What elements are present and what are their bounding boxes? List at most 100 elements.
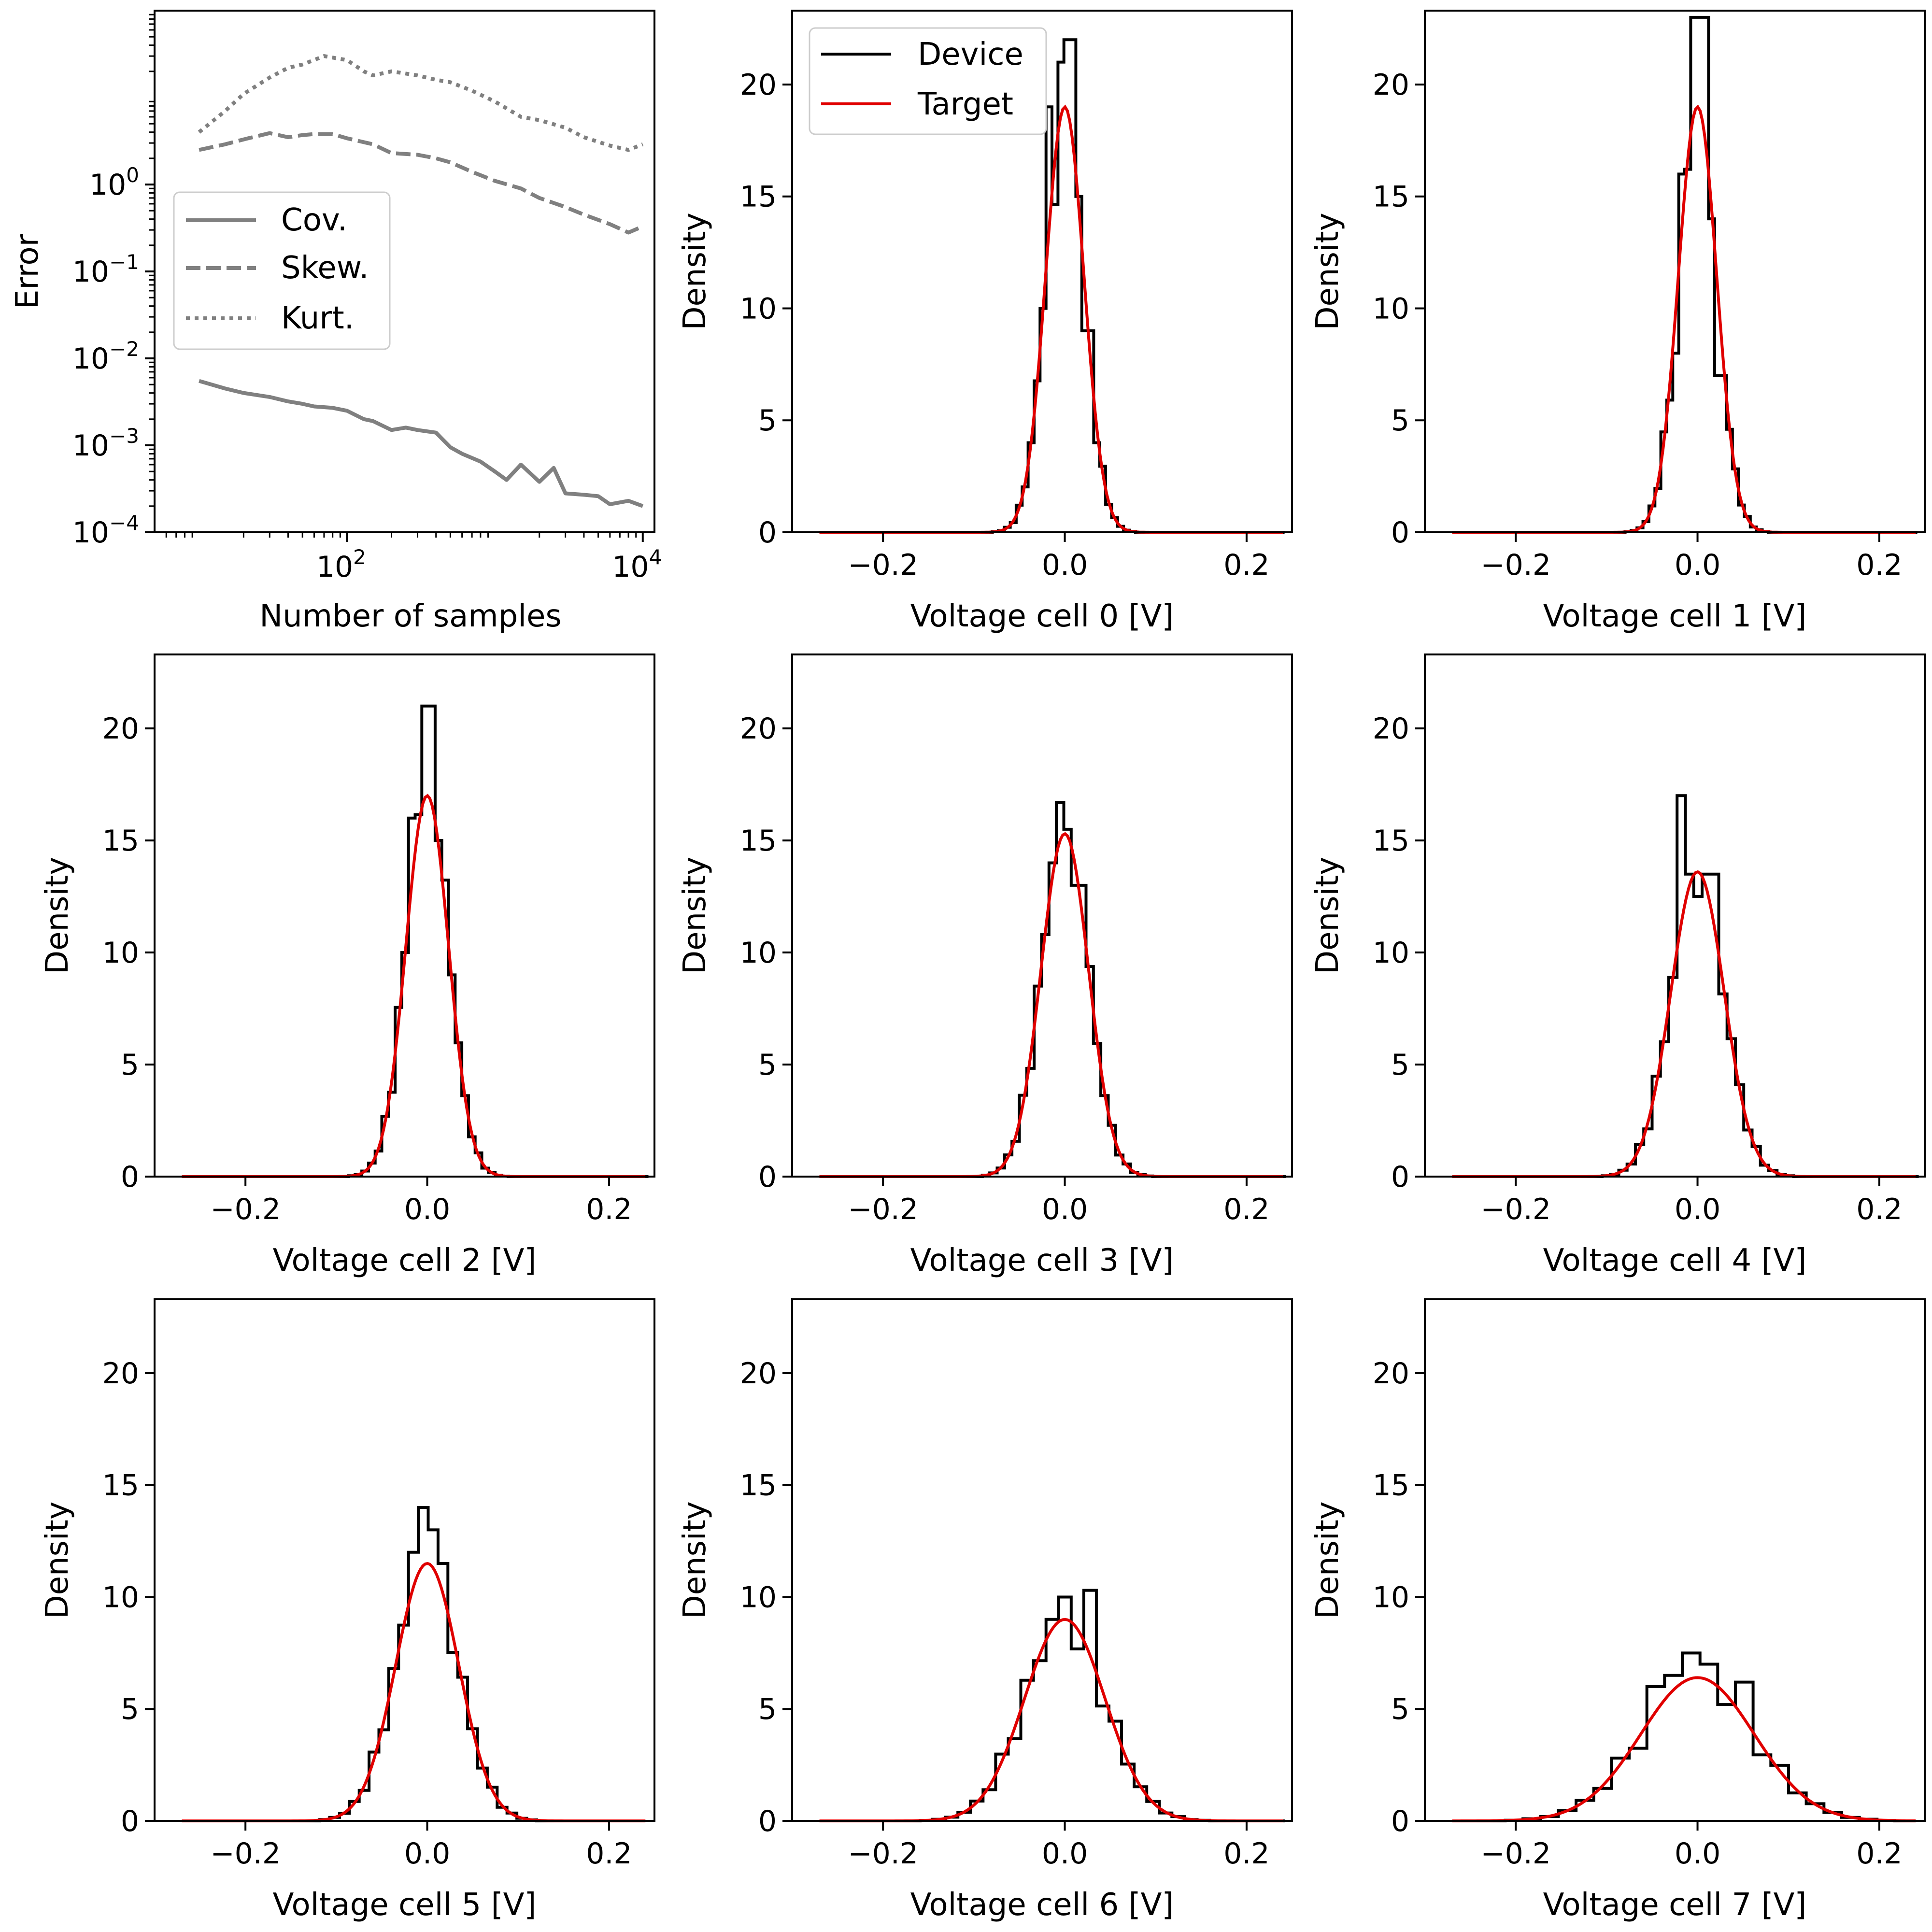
- error-xlabel: Number of samples: [259, 598, 562, 634]
- histogram-axes-frame: [154, 653, 655, 1178]
- ytick-label: 10: [1373, 292, 1409, 326]
- error-ticks: 10−4 10−3 10−2 10−1 100 102 104: [72, 14, 662, 584]
- xtick-label: −0.2: [1480, 1837, 1551, 1871]
- error-xtick-label: 104: [612, 545, 662, 584]
- error-ytick-label: 100: [89, 163, 139, 202]
- ytick-label: 0: [758, 516, 777, 550]
- ytick-label: 20: [1373, 68, 1409, 102]
- histogram-axes-frame: [791, 1298, 1293, 1822]
- error-ytick-label: 10−4: [72, 511, 139, 550]
- histogram-ylabel: Density: [677, 857, 713, 974]
- histogram-xlabel: Voltage cell 5 [V]: [273, 1887, 537, 1923]
- ytick-label: 0: [1391, 1804, 1409, 1838]
- legend-skew-label: Skew.: [281, 250, 369, 286]
- ytick-label: 0: [121, 1804, 139, 1838]
- ytick-label: 15: [740, 824, 777, 858]
- histogram-ylabel: Density: [1310, 1501, 1346, 1619]
- xtick-label: 0.2: [1856, 1837, 1902, 1871]
- error-ylabel: Error: [10, 233, 45, 309]
- error-series-kurt: [198, 54, 644, 152]
- histogram-panel-1: −0.2 0.0 0.2 0 5 10 15 20 Voltage cell 1 [V] Dens…: [1310, 10, 1926, 634]
- histogram-xlabel: Voltage cell 3 [V]: [910, 1243, 1174, 1279]
- ytick-label: 15: [102, 1469, 139, 1503]
- legend-target-label: Target: [917, 86, 1013, 122]
- ytick-label: 20: [740, 1357, 777, 1391]
- xtick-label: −0.2: [210, 1193, 281, 1226]
- histogram-panel-0: −0.2 0.0 0.2 0 5 10 15 20 Voltage cell 0 [V] Dens…: [677, 10, 1293, 634]
- histogram-ylabel: Density: [677, 1501, 713, 1619]
- xtick-label: −0.2: [848, 1837, 918, 1871]
- histogram-xlabel: Voltage cell 6 [V]: [910, 1887, 1174, 1923]
- histogram-xlabel: Voltage cell 2 [V]: [273, 1243, 537, 1279]
- ytick-label: 10: [102, 1580, 139, 1614]
- ytick-label: 0: [121, 1160, 139, 1194]
- xtick-label: 0.0: [1675, 1837, 1720, 1871]
- ytick-label: 0: [1391, 516, 1409, 550]
- target-curve: [1452, 1676, 1916, 1822]
- ytick-label: 0: [1391, 1160, 1409, 1194]
- xtick-label: 0.0: [1042, 1837, 1088, 1871]
- ytick-label: 15: [1373, 180, 1409, 214]
- histogram-xlabel: Voltage cell 0 [V]: [910, 598, 1174, 634]
- error-legend: Cov. Skew. Kurt.: [173, 191, 391, 350]
- histogram-panel-6: −0.2 0.0 0.2 0 5 10 15 20 Voltage cell 6 [V] Dens…: [677, 1298, 1293, 1923]
- ytick-label: 20: [102, 1357, 139, 1391]
- error-legend-box: [173, 191, 391, 350]
- ytick-label: 15: [102, 824, 139, 858]
- ytick-label: 20: [740, 712, 777, 746]
- ytick-label: 5: [758, 404, 777, 438]
- legend-kurt-label: Kurt.: [281, 300, 354, 336]
- ytick-label: 0: [758, 1160, 777, 1194]
- ytick-label: 10: [102, 936, 139, 970]
- histogram-panel-2: −0.2 0.0 0.2 0 5 10 15 20 Voltage cell 2 [V] Dens…: [40, 653, 655, 1279]
- histogram-axes-frame: [791, 10, 1293, 533]
- xtick-label: −0.2: [1480, 548, 1551, 582]
- histogram-panels: −0.2 0.0 0.2 0 5 10 15 20 Voltage cell 0 [V] Dens…: [40, 10, 1926, 1923]
- histogram-axes-frame: [154, 1298, 655, 1822]
- error-series-skew: [199, 131, 644, 235]
- ytick-label: 15: [740, 180, 777, 214]
- ytick-label: 10: [1373, 1580, 1409, 1614]
- error-series-cov: [199, 379, 644, 508]
- histogram-panel-3: −0.2 0.0 0.2 0 5 10 15 20 Voltage cell 3 [V] Dens…: [677, 653, 1293, 1279]
- xtick-label: 0.2: [1223, 1837, 1269, 1871]
- histogram-axes-frame: [1424, 10, 1926, 533]
- histogram-xlabel: Voltage cell 7 [V]: [1543, 1887, 1807, 1923]
- histogram-panel-4: −0.2 0.0 0.2 0 5 10 15 20 Voltage cell 4 [V] Dens…: [1310, 653, 1926, 1279]
- legend-cov-label: Cov.: [281, 202, 347, 238]
- xtick-label: −0.2: [848, 548, 918, 582]
- ytick-label: 5: [1391, 1048, 1409, 1082]
- ytick-label: 10: [740, 292, 777, 326]
- ytick-label: 5: [758, 1692, 777, 1726]
- ytick-label: 15: [1373, 1469, 1409, 1503]
- xtick-label: 0.0: [1042, 548, 1088, 582]
- xtick-label: 0.0: [404, 1837, 450, 1871]
- xtick-label: −0.2: [848, 1193, 918, 1226]
- histogram-xlabel: Voltage cell 1 [V]: [1543, 598, 1807, 634]
- error-xtick-label: 102: [316, 545, 366, 584]
- histogram-axes-frame: [1424, 653, 1926, 1178]
- ytick-label: 5: [758, 1048, 777, 1082]
- ytick-label: 10: [740, 1580, 777, 1614]
- ytick-label: 5: [1391, 404, 1409, 438]
- error-ytick-label: 10−1: [72, 250, 139, 289]
- xtick-label: 0.0: [404, 1193, 450, 1226]
- xtick-label: 0.0: [1675, 548, 1720, 582]
- histogram-axes-frame: [791, 653, 1293, 1178]
- ytick-label: 15: [1373, 824, 1409, 858]
- ytick-label: 20: [1373, 1357, 1409, 1391]
- legend-device-label: Device: [918, 37, 1023, 72]
- xtick-label: −0.2: [210, 1837, 281, 1871]
- ytick-label: 20: [1373, 712, 1409, 746]
- ytick-label: 20: [740, 68, 777, 102]
- xtick-label: 0.2: [586, 1193, 632, 1226]
- histogram-panel-5: −0.2 0.0 0.2 0 5 10 15 20 Voltage cell 5 [V] Dens…: [40, 1298, 655, 1923]
- xtick-label: 0.0: [1675, 1193, 1720, 1226]
- ytick-label: 5: [121, 1692, 139, 1726]
- histogram-ylabel: Density: [1310, 857, 1346, 974]
- histogram-xlabel: Voltage cell 4 [V]: [1543, 1243, 1807, 1279]
- device-target-legend: Device Target: [809, 27, 1047, 135]
- error-ytick-label: 10−3: [72, 424, 139, 463]
- xtick-label: −0.2: [1480, 1193, 1551, 1226]
